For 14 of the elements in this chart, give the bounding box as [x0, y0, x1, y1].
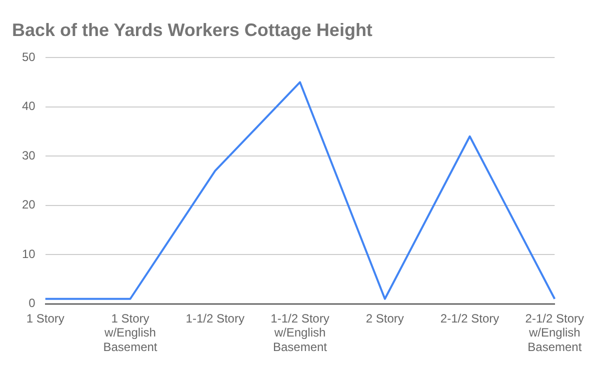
chart-title: Back of the Yards Workers Cottage Height: [12, 20, 372, 40]
x-tick-label: 1-1/2 Story: [186, 311, 244, 326]
y-tick-label: 10: [22, 246, 36, 261]
x-tick-label: 1-1/2 Story w/English Basement: [270, 311, 330, 354]
x-tick-label: 1 Story w/English Basement: [103, 311, 158, 354]
y-tick-label: 30: [22, 148, 36, 162]
y-tick-label: 0: [28, 296, 36, 310]
x-tick-label: 2-1/2 Story w/English Basement: [525, 311, 584, 354]
x-tick-label: 2-1/2 Story: [440, 311, 500, 326]
y-tick-label: 40: [22, 99, 36, 114]
y-tick-label: 50: [22, 50, 36, 64]
x-tick-label: 2 Story: [366, 311, 404, 326]
x-tick-label: 1 Story: [26, 311, 64, 326]
y-tick-label: 20: [22, 198, 36, 212]
